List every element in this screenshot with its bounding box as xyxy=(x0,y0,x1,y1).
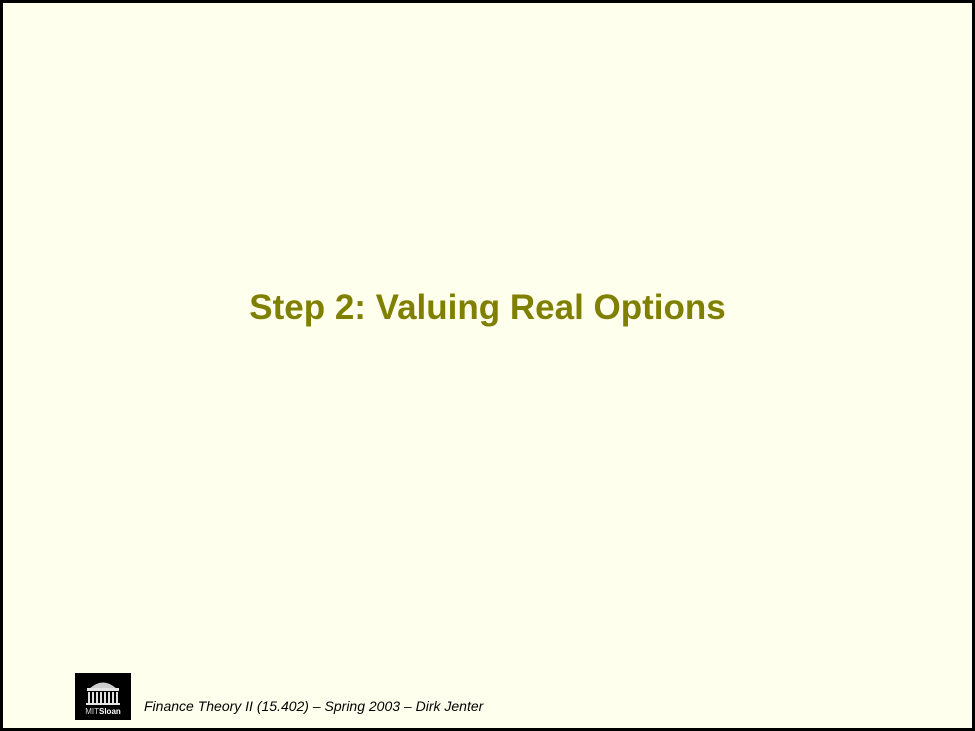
logo-prefix: MIT xyxy=(85,707,99,716)
dome-icon xyxy=(86,682,120,705)
slide-title: Step 2: Valuing Real Options xyxy=(249,288,726,327)
mit-sloan-logo: MITSloan xyxy=(75,673,131,720)
logo-name: Sloan xyxy=(99,707,121,716)
footer-course-info: Finance Theory II (15.402) – Spring 2003… xyxy=(144,698,484,714)
logo-wordmark: MITSloan xyxy=(75,707,131,717)
